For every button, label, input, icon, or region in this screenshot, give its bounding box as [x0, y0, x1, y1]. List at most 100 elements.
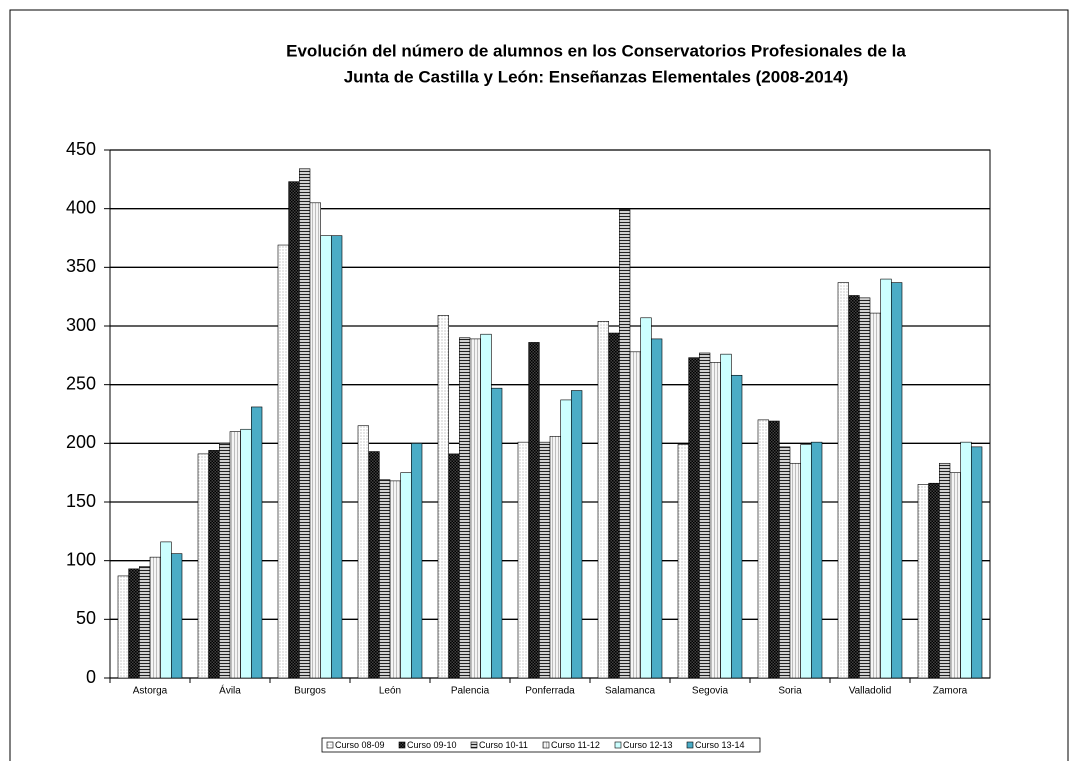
bar [528, 342, 540, 679]
bar [811, 441, 823, 679]
bar [491, 387, 503, 679]
x-tick-label: Zamora [933, 686, 968, 697]
bar [837, 282, 849, 679]
x-tick-label: Burgos [294, 686, 326, 697]
bar [149, 556, 161, 679]
x-tick-label: Ponferrada [525, 686, 575, 697]
y-tick-label: 150 [66, 491, 96, 511]
legend-label: Curso 12-13 [623, 740, 673, 750]
bar [779, 446, 791, 679]
bar [128, 568, 140, 679]
bar [309, 202, 321, 679]
bar [480, 333, 492, 679]
bar [299, 168, 311, 679]
bar [357, 425, 369, 679]
legend-swatch [470, 741, 478, 749]
bar [608, 332, 620, 679]
bar [320, 235, 332, 679]
legend-swatch [398, 741, 406, 749]
bar [288, 181, 300, 679]
bar [139, 566, 151, 679]
chart-title: Evolución del número de alumnos en los C… [286, 41, 906, 60]
bar [709, 362, 721, 679]
bar [880, 278, 892, 679]
bar [640, 317, 652, 679]
x-tick-label: Salamanca [605, 686, 655, 697]
bar [960, 441, 972, 679]
y-tick-label: 50 [76, 608, 96, 628]
y-tick-label: 100 [66, 549, 96, 569]
y-tick-label: 250 [66, 373, 96, 393]
x-tick-label: Valladolid [849, 686, 892, 697]
bar [597, 321, 609, 679]
legend-swatch [542, 741, 550, 749]
bar [768, 420, 780, 679]
bar [448, 453, 460, 679]
bar [699, 352, 711, 679]
bar [411, 443, 423, 679]
y-tick-label: 0 [86, 667, 96, 687]
chart-title: Junta de Castilla y León: Enseñanzas Ele… [344, 67, 849, 86]
bar [629, 351, 641, 679]
bar [251, 406, 263, 679]
x-tick-label: Ávila [219, 684, 241, 697]
y-tick-label: 300 [66, 315, 96, 335]
legend-label: Curso 10-11 [479, 740, 528, 750]
bar [720, 353, 732, 679]
bar [469, 338, 481, 679]
bar [619, 209, 631, 679]
x-tick-label: León [379, 686, 401, 697]
bar [560, 399, 572, 679]
legend-label: Curso 09-10 [407, 740, 457, 750]
bar [928, 482, 940, 679]
legend-box [321, 737, 761, 753]
bar [368, 451, 380, 679]
bar [971, 446, 983, 679]
y-tick-label: 400 [66, 197, 96, 217]
bar [517, 441, 529, 679]
x-tick-label: Soria [778, 686, 802, 697]
bar [331, 235, 343, 679]
bar [219, 443, 231, 679]
bar [400, 472, 412, 679]
x-tick-label: Segovia [692, 686, 729, 697]
bar [677, 444, 689, 679]
bar [651, 338, 663, 679]
legend-swatch [326, 741, 334, 749]
bar [379, 479, 391, 679]
bar [688, 357, 700, 679]
bar [208, 450, 220, 679]
bar [917, 484, 929, 679]
bar [197, 453, 209, 679]
legend-label: Curso 08-09 [335, 740, 385, 750]
legend-label: Curso 11-12 [551, 740, 600, 750]
bar [757, 419, 769, 679]
x-tick-label: Palencia [451, 686, 490, 697]
bar [389, 480, 401, 679]
bar [171, 553, 183, 679]
bar [789, 462, 801, 679]
bar [571, 390, 583, 679]
bar [859, 297, 871, 679]
x-tick-label: Astorga [133, 686, 168, 697]
bar [549, 435, 561, 679]
y-tick-label: 450 [66, 139, 96, 159]
legend-label: Curso 13-14 [695, 740, 745, 750]
bar [731, 374, 743, 679]
y-tick-label: 200 [66, 432, 96, 452]
bar [229, 431, 241, 679]
bar [800, 444, 812, 679]
bar [939, 462, 951, 679]
bar [277, 244, 289, 679]
bar [160, 541, 172, 679]
y-tick-label: 350 [66, 256, 96, 276]
legend-swatch [614, 741, 622, 749]
bar [539, 441, 551, 679]
bar [949, 472, 961, 679]
bar [869, 312, 881, 679]
bar [117, 575, 129, 679]
frame [9, 9, 1069, 761]
bar [848, 295, 860, 679]
bar [891, 282, 903, 679]
